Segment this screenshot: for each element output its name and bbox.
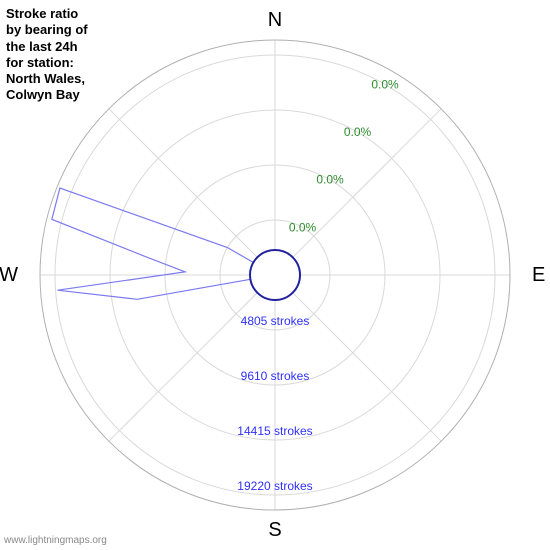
ring-stroke-label: 9610 strokes [241, 369, 310, 383]
cardinal-s: S [268, 519, 281, 541]
ring-pct-label: 0.0% [371, 77, 399, 91]
cardinal-e: E [532, 264, 545, 286]
spoke [109, 275, 275, 441]
spoke [275, 275, 441, 441]
ring-pct-label: 0.0% [316, 173, 344, 187]
rose-outline [52, 188, 254, 299]
polar-chart: 0.0% 0.0% 0.0% 0.0% 4805 strokes 9610 stroke… [0, 0, 550, 550]
ring-stroke-label: 4805 strokes [241, 314, 310, 328]
cardinal-w: W [0, 264, 18, 286]
ring-stroke-label: 14415 strokes [237, 424, 312, 438]
footer-credit: www.lightningmaps.org [4, 535, 107, 546]
ring-pct-label: 0.0% [289, 220, 317, 234]
cardinal-n: N [268, 9, 282, 31]
ring-stroke-label: 19220 strokes [237, 479, 312, 493]
hub-circle [250, 250, 300, 300]
ring-pct-label: 0.0% [344, 125, 372, 139]
spoke [109, 109, 275, 275]
